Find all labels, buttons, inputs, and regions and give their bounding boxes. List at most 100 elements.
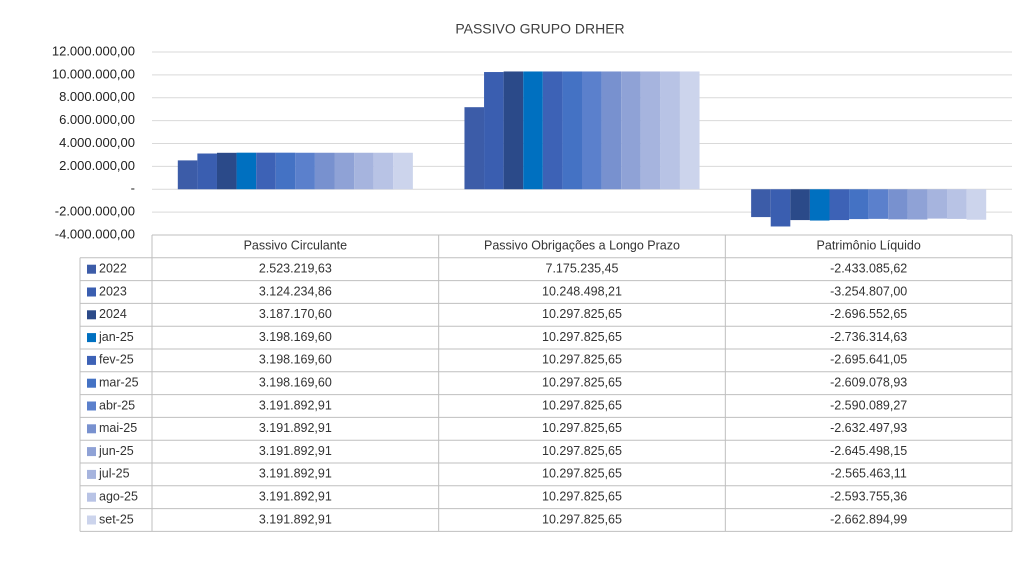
bar [177,160,198,190]
bar [770,189,791,227]
data-label: -2.632.497,93 [830,421,907,435]
legend-swatch [87,310,96,320]
data-label: 3.191.892,91 [259,489,332,503]
bar [621,71,641,190]
data-label: 2.523.219,63 [259,261,332,275]
data-label: 10.297.825,65 [542,307,622,321]
bar [216,152,237,190]
bar [679,71,700,190]
data-label: -2.593.755,36 [830,489,907,503]
data-label: 10.297.825,65 [542,489,622,503]
bar [236,152,257,190]
data-label: -2.609.078,93 [830,375,907,389]
legend-label: abr-25 [99,398,135,412]
data-label: 10.297.825,65 [542,467,622,481]
data-label: 10.248.498,21 [542,284,622,298]
legend-label: mai-25 [99,421,137,435]
data-label: -2.433.085,62 [830,261,907,275]
bar [751,189,771,218]
bar [314,152,335,190]
bar [503,71,524,190]
bar [829,189,850,221]
y-tick-label: -4.000.000,00 [55,226,135,241]
bar [484,72,504,190]
legend-swatch [87,515,96,525]
bar [927,189,948,219]
data-label: 10.297.825,65 [542,398,622,412]
bar [868,189,889,219]
legend-swatch [87,447,96,457]
data-label: -2.590.089,27 [830,398,907,412]
bar [354,152,374,190]
bar [790,189,810,221]
data-label: 10.297.825,65 [542,512,622,526]
legend-label: 2022 [99,261,127,275]
bar [809,189,830,221]
bar [542,71,563,190]
data-label: 3.191.892,91 [259,444,332,458]
data-label: -2.696.552,65 [830,307,907,321]
bar [640,71,661,190]
legend-label: set-25 [99,512,134,526]
y-tick-label: 12.000.000,00 [52,43,135,58]
legend-swatch [87,287,96,297]
bar [295,152,315,190]
y-tick-label: 8.000.000,00 [59,89,135,104]
data-label: 3.191.892,91 [259,398,332,412]
legend-swatch [87,264,96,274]
bar [562,71,582,190]
legend-label: ago-25 [99,489,138,503]
legend-swatch [87,492,96,502]
data-label: -2.695.641,05 [830,353,907,367]
legend-label: jul-25 [98,467,130,481]
data-label: 3.191.892,91 [259,467,332,481]
data-label: 10.297.825,65 [542,421,622,435]
bar [373,152,394,190]
legend-label: jan-25 [98,330,134,344]
legend-swatch [87,469,96,479]
data-label: 10.297.825,65 [542,330,622,344]
bar [334,152,355,190]
data-label: -2.662.894,99 [830,512,907,526]
data-label: -3.254.807,00 [830,284,907,298]
legend-swatch [87,333,96,343]
y-tick-label: 2.000.000,00 [59,158,135,173]
bar [197,153,217,190]
x-tick-label: Passivo Circulante [244,239,348,253]
bar [256,152,276,190]
y-tick-label: 10.000.000,00 [52,66,135,81]
data-label: 3.191.892,91 [259,512,332,526]
data-label: 3.198.169,60 [259,330,332,344]
bar [464,107,485,190]
y-tick-label: 6.000.000,00 [59,112,135,127]
legend-swatch [87,378,96,388]
bar [849,189,869,220]
legend-swatch [87,355,96,365]
data-label: 10.297.825,65 [542,444,622,458]
bar [966,189,987,220]
data-label: -2.736.314,63 [830,330,907,344]
legend-swatch [87,424,96,434]
y-tick-label: - [131,181,135,196]
data-label: 10.297.825,65 [542,353,622,367]
legend-label: mar-25 [99,375,139,389]
x-tick-label: Passivo Obrigações a Longo Prazo [484,239,680,253]
chart-title: PASSIVO GRUPO DRHER [455,21,624,37]
bar [907,189,928,220]
bar [660,71,680,190]
data-label: 3.187.170,60 [259,307,332,321]
data-label: 3.198.169,60 [259,375,332,389]
legend-label: 2024 [99,307,127,321]
data-label: 7.175.235,45 [546,261,619,275]
x-tick-label: Patrimônio Líquido [817,239,921,253]
y-tick-label: -2.000.000,00 [55,204,135,219]
legend-label: fev-25 [99,353,134,367]
y-tick-label: 4.000.000,00 [59,135,135,150]
legend-label: 2023 [99,284,127,298]
data-label: 3.191.892,91 [259,421,332,435]
bar [582,71,602,190]
bar [275,152,296,190]
legend-label: jun-25 [98,444,134,458]
